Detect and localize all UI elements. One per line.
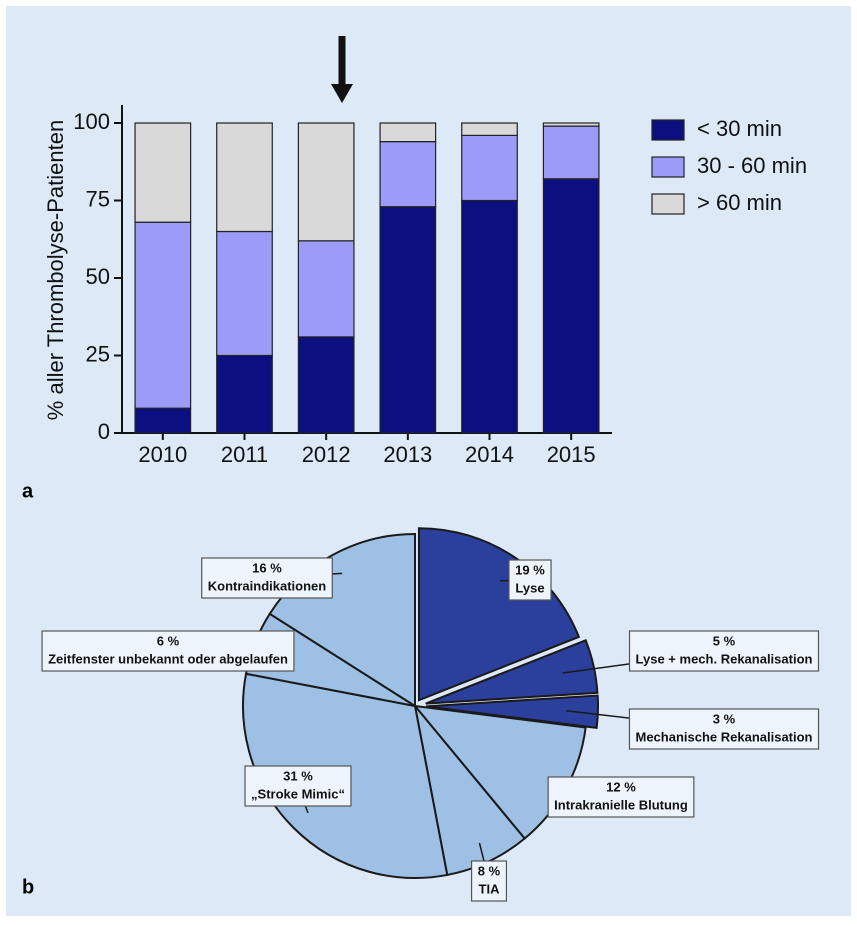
bar-segment [542, 125, 600, 180]
legend-label: < 30 min [697, 116, 782, 141]
panel-label: a [22, 480, 34, 502]
legend-swatch [651, 119, 685, 141]
legend-label: 30 - 60 min [697, 153, 807, 178]
panel-label: b [22, 876, 34, 898]
legend-swatch [651, 156, 685, 178]
value-label: 5 % [713, 633, 736, 648]
bar-segment [379, 141, 437, 208]
bar-segment [379, 122, 437, 143]
value-label: 12 % [606, 779, 636, 794]
pie-slice [417, 527, 581, 702]
x-tick-label: 2011 [221, 442, 268, 467]
bar-segment [461, 122, 518, 136]
category-label: Zeitfenster unbekannt oder abgelaufen [48, 651, 288, 666]
x-tick-label: 2012 [302, 442, 351, 467]
category-label: TIA [479, 881, 501, 896]
label-box [628, 708, 820, 750]
slice-label: 16 % Kontraindikationen [201, 557, 333, 599]
bar-segment [379, 206, 437, 434]
value-label: 3 % [713, 711, 736, 726]
bar-segment [297, 336, 355, 434]
bar-segment [216, 230, 273, 357]
value-label: 16 % [252, 560, 282, 575]
bar-segment [134, 407, 192, 434]
label-box [628, 630, 820, 672]
slice-label: 5 % Lyse + mech. Rekanalisation [628, 630, 820, 672]
x-tick-label: 2010 [138, 442, 187, 467]
label-box [547, 776, 695, 818]
slice-label: 6 % Zeitfenster unbekannt oder abgelaufen [41, 630, 295, 672]
bar-segment [297, 122, 355, 242]
slice-label: 8 % TIA [470, 860, 508, 902]
bar-segment [134, 122, 192, 223]
category-label: Intrakranielle Blutung [554, 797, 688, 812]
value-label: 6 % [157, 633, 180, 648]
legend-swatch [651, 193, 685, 215]
category-label: Mechanische Rekanalisation [635, 729, 812, 744]
category-label: Lyse [515, 580, 544, 595]
y-tick-label: 75 [86, 186, 110, 211]
x-tick-label: 2013 [383, 442, 432, 467]
x-tick-label: 2015 [547, 442, 596, 467]
bar-segment [134, 221, 192, 409]
label-box [508, 559, 552, 601]
pie-slice [425, 638, 599, 705]
value-label: 19 % [515, 562, 545, 577]
y-tick-label: 50 [86, 264, 110, 289]
bar-segment [216, 354, 273, 434]
slice-label: 19 % Lyse [508, 559, 552, 601]
label-box [41, 630, 295, 672]
bar-segment [297, 240, 355, 338]
bar-segment [216, 122, 273, 233]
value-label: 8 % [478, 863, 501, 878]
pie-slice [425, 694, 599, 730]
label-box [470, 860, 508, 902]
y-tick-label: 0 [98, 419, 110, 444]
legend-label: > 60 min [697, 190, 782, 215]
x-tick-label: 2014 [465, 442, 514, 467]
category-label: „Stroke Mimic“ [251, 786, 345, 801]
y-axis-label: % aller Thrombolyse-Patienten [43, 120, 68, 420]
bar-segment [461, 134, 518, 202]
y-tick-label: 100 [73, 109, 110, 134]
slice-label: 12 % Intrakranielle Blutung [547, 776, 695, 818]
slice-label: 31 % „Stroke Mimic“ [244, 765, 352, 807]
slice-label: 3 % Mechanische Rekanalisation [628, 708, 820, 750]
bar-segment [542, 122, 600, 127]
bar-segment [542, 178, 600, 434]
bar-segment [461, 199, 518, 434]
category-label: Kontraindikationen [208, 578, 327, 593]
category-label: Lyse + mech. Rekanalisation [636, 651, 813, 666]
label-box [244, 765, 352, 807]
label-box [201, 557, 333, 599]
y-tick-label: 25 [86, 341, 110, 366]
arrow-head [331, 84, 353, 103]
value-label: 31 % [283, 768, 313, 783]
